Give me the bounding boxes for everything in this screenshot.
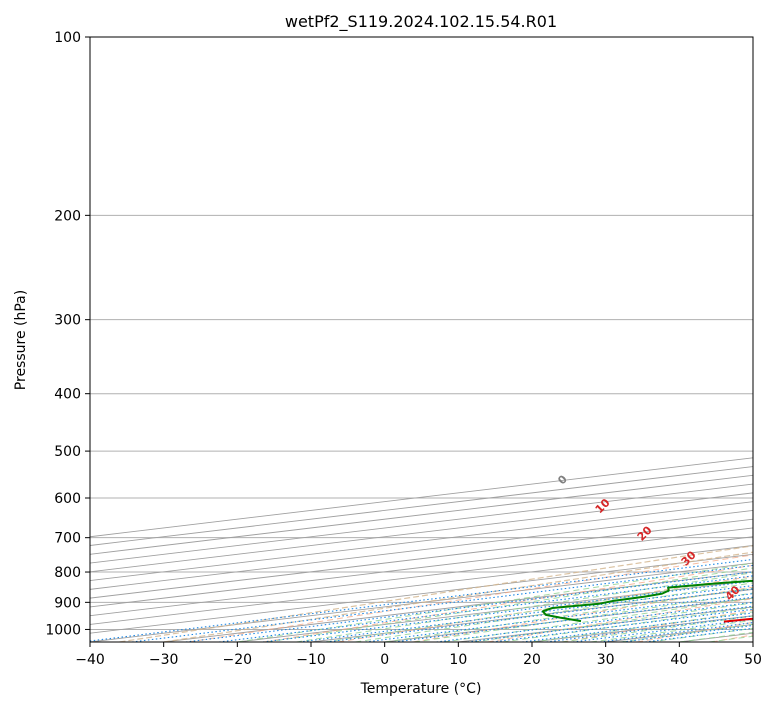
y-tick-label: 100	[54, 30, 81, 46]
x-tick-label: 20	[523, 652, 541, 668]
x-tick-label: −40	[75, 652, 105, 668]
y-tick-label: 200	[54, 208, 81, 224]
y-tick-label: 300	[54, 313, 81, 329]
dry-adiabat-line	[487, 598, 753, 642]
moist-adiabat-line	[325, 577, 753, 642]
y-tick-label: 500	[54, 444, 81, 460]
y-tick-label: 600	[54, 491, 81, 507]
x-axis-label: Temperature (°C)	[360, 681, 482, 697]
mixing-ratio-line	[436, 601, 753, 642]
isotherm-line	[90, 518, 753, 599]
isotherm-line	[90, 509, 753, 590]
dewpoint-profile-line	[541, 579, 753, 623]
axes: −40 −30 −20 −10 0 10 20 30 40 50 100 200 300 400 500 60…	[45, 30, 762, 668]
x-tick-label: 50	[744, 652, 762, 668]
dry-adiabat-line	[188, 554, 753, 642]
y-tick-label: 700	[54, 531, 81, 547]
mixing-ratio-line	[492, 608, 753, 642]
x-tick-label: −20	[223, 652, 253, 668]
x-tick-label: 40	[670, 652, 688, 668]
y-axis-label: Pressure (hPa)	[13, 290, 29, 390]
x-tick-label: −10	[296, 652, 326, 668]
isotherm-line	[90, 536, 753, 617]
mixing-ratio-line	[522, 612, 753, 642]
y-tick-label: 900	[54, 595, 81, 611]
x-tick-label: 30	[597, 652, 615, 668]
isotherm-line	[90, 492, 753, 573]
y-tick-label: 400	[54, 387, 81, 403]
x-tick-label: 0	[380, 652, 389, 668]
x-tick-label: 10	[449, 652, 467, 668]
isotherm-line	[90, 527, 753, 608]
chart-title: wetPf2_S119.2024.102.15.54.R01	[285, 12, 557, 32]
moist-adiabat-line	[414, 592, 753, 642]
y-tick-label: 800	[54, 565, 81, 581]
isotherm-line	[90, 501, 753, 582]
isotherm-line	[90, 466, 753, 546]
dry-adiabat-line	[263, 564, 753, 642]
moist-adiabat-line	[296, 572, 753, 642]
plot-frame	[89, 36, 754, 643]
x-tick-label: −30	[149, 652, 179, 668]
isotherm-line	[90, 483, 753, 564]
y-tick-label: 1000	[45, 622, 81, 638]
mixing-ratio-line	[467, 605, 753, 642]
isotherm-line	[90, 474, 753, 555]
plot-area	[90, 37, 753, 642]
moist-adiabat-line	[384, 587, 753, 642]
mixing-ratio-line	[90, 558, 753, 642]
mixing-ratio-line	[131, 564, 753, 642]
